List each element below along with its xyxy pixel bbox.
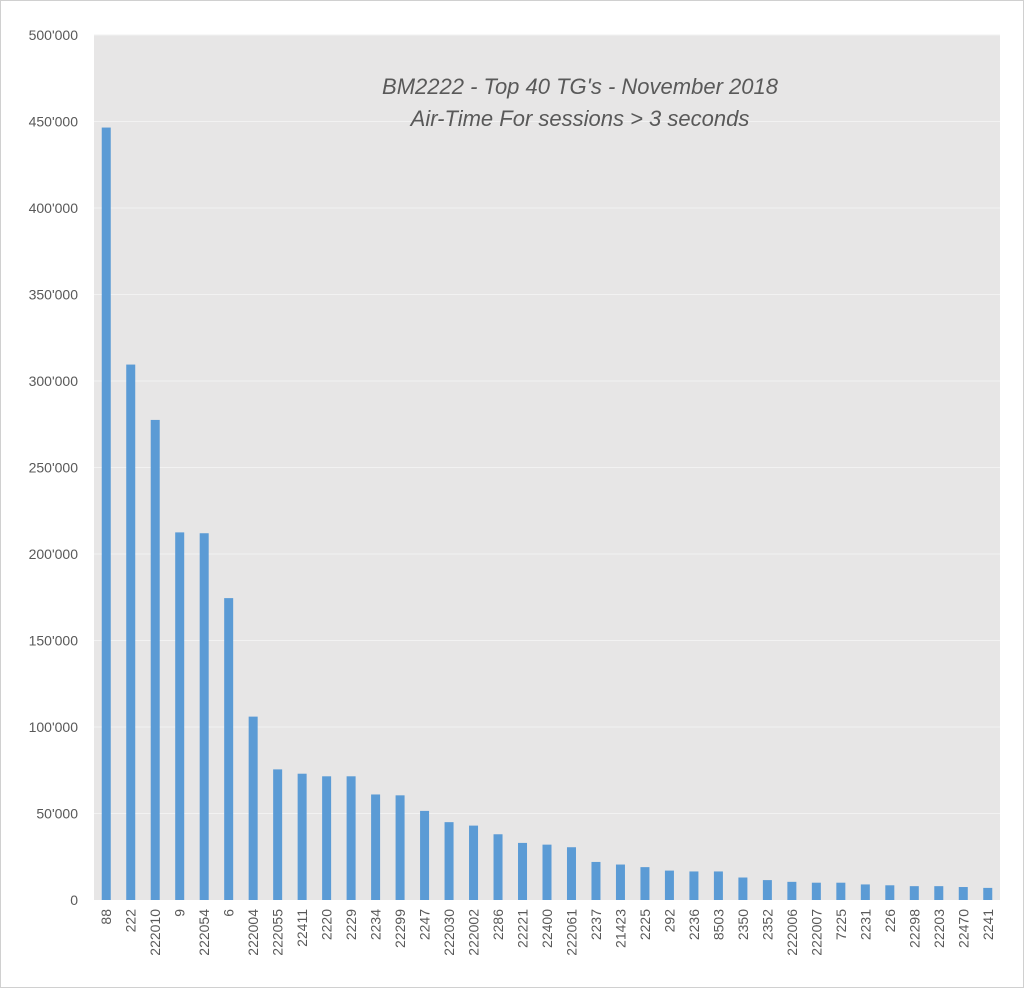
bar-22400	[542, 844, 552, 900]
bar-222	[126, 364, 136, 900]
x-tick-label: 22470	[955, 909, 971, 948]
x-tick-label: 222006	[784, 909, 800, 956]
bar-222007	[811, 882, 821, 900]
x-tick-label: 22298	[906, 909, 922, 948]
x-tick-label: 222	[123, 909, 139, 933]
bar-21423	[615, 864, 625, 900]
bar-222055	[273, 769, 283, 900]
x-tick-label: 2237	[588, 909, 604, 940]
x-tick-label: 222055	[270, 909, 286, 956]
y-tick-label: 50'000	[36, 806, 78, 822]
x-tick-label: 2229	[343, 909, 359, 940]
bar-2236	[689, 871, 699, 900]
y-tick-label: 400'000	[29, 200, 79, 216]
bar-22411	[297, 773, 307, 900]
x-tick-label: 22221	[515, 909, 531, 948]
x-tick-label: 222002	[466, 909, 482, 956]
bar-2237	[591, 861, 601, 900]
y-tick-label: 300'000	[29, 373, 79, 389]
bar-2229	[346, 776, 356, 900]
bar-292	[664, 870, 674, 900]
x-tick-label: 6	[221, 909, 237, 917]
x-tick-label: 226	[882, 909, 898, 933]
y-tick-label: 100'000	[29, 719, 79, 735]
y-axis: 0 50'000 100'000 150'000 200'000 250'000 300'0…	[29, 27, 79, 908]
bars	[101, 127, 993, 901]
bar-9	[175, 532, 185, 900]
x-tick-label: 2350	[735, 909, 751, 940]
y-tick-label: 200'000	[29, 546, 79, 562]
bar-2234	[371, 794, 381, 900]
x-tick-label: 2247	[417, 909, 433, 940]
bar-22298	[909, 886, 919, 900]
x-tick-label: 222007	[808, 909, 824, 956]
x-tick-label: 22400	[539, 909, 555, 948]
x-tick-label: 22299	[392, 909, 408, 948]
y-tick-label: 250'000	[29, 460, 79, 476]
bar-2231	[860, 884, 870, 900]
gridlines	[94, 34, 1000, 814]
x-tick-label: 9	[172, 909, 188, 917]
bar-22299	[395, 795, 405, 900]
bar-2286	[493, 834, 503, 900]
bar-2247	[420, 810, 430, 900]
bar-22470	[958, 887, 968, 900]
y-tick-label: 150'000	[29, 633, 79, 649]
x-tick-label: 222010	[147, 909, 163, 956]
x-tick-label: 21423	[612, 909, 628, 948]
bar-22221	[518, 842, 528, 900]
x-tick-label: 7225	[833, 909, 849, 940]
bar-2352	[762, 880, 772, 900]
bar-222004	[248, 716, 258, 900]
bar-222054	[199, 533, 209, 900]
x-tick-label: 2225	[637, 909, 653, 940]
x-tick-label: 2234	[368, 909, 384, 940]
x-tick-label: 292	[661, 909, 677, 933]
x-tick-label: 2286	[490, 909, 506, 940]
y-tick-label: 450'000	[29, 114, 79, 130]
x-tick-label: 2352	[759, 909, 775, 940]
x-tick-label: 2241	[980, 909, 996, 940]
bar-226	[885, 885, 895, 900]
x-tick-label: 22411	[294, 909, 310, 947]
y-tick-label: 350'000	[29, 287, 79, 303]
bar-222030	[444, 822, 454, 900]
y-tick-label: 500'000	[29, 27, 79, 43]
x-tick-label: 2220	[319, 909, 335, 940]
bar-22203	[934, 886, 944, 900]
x-tick-label: 222030	[441, 909, 457, 956]
bar-2241	[983, 887, 993, 900]
x-tick-label: 2231	[857, 909, 873, 940]
bar-222002	[469, 825, 479, 900]
bar-6	[224, 598, 234, 900]
bar-222061	[566, 847, 576, 900]
bar-2350	[738, 877, 748, 900]
x-tick-label: 222061	[563, 909, 579, 956]
bar-88	[101, 127, 111, 901]
bar-222006	[787, 881, 797, 900]
x-tick-label: 22203	[931, 909, 947, 948]
bar-2225	[640, 867, 650, 900]
x-tick-label: 222004	[245, 909, 261, 956]
x-tick-label: 222054	[196, 909, 212, 956]
chart-title: BM2222 - Top 40 TG's - November 2018	[382, 74, 779, 99]
x-axis: 88 222 222010 9 222054 6 222004 222055 22411 2220…	[98, 909, 996, 956]
x-tick-label: 8503	[710, 909, 726, 940]
chart-subtitle: Air-Time For sessions > 3 seconds	[409, 106, 750, 131]
bar-7225	[836, 882, 846, 900]
bar-8503	[713, 871, 723, 900]
bar-2220	[322, 776, 332, 900]
x-tick-label: 2236	[686, 909, 702, 940]
x-tick-label: 88	[98, 909, 114, 925]
y-tick-label: 0	[70, 892, 78, 908]
bar-222010	[150, 419, 160, 900]
